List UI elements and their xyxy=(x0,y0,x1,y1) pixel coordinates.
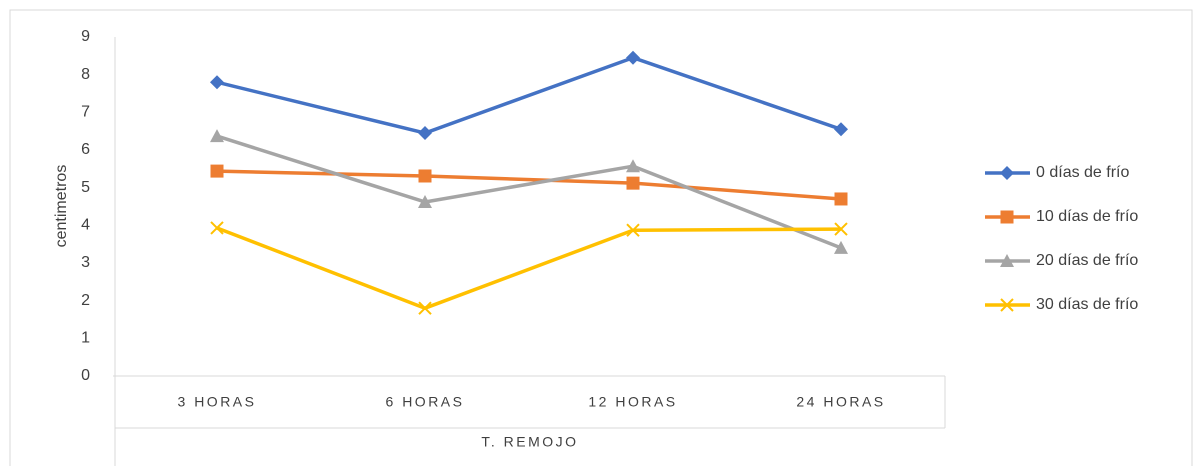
x-tick-label: 6 HORAS xyxy=(386,394,465,410)
data-point xyxy=(210,75,224,90)
legend-marker xyxy=(1000,210,1014,224)
y-tick-label: 5 xyxy=(81,179,90,196)
x-tick-label: 3 HORAS xyxy=(178,394,257,410)
chart-border xyxy=(9,9,1193,466)
y-tick-label: 3 xyxy=(81,254,90,271)
legend-marker xyxy=(1000,254,1014,267)
series-line xyxy=(216,226,842,310)
legend-marker xyxy=(1000,298,1014,312)
y-tick-label: 6 xyxy=(81,141,90,158)
x-axis-title: T. REMOJO xyxy=(481,434,578,450)
data-point xyxy=(834,222,848,236)
data-point xyxy=(210,221,224,235)
data-point xyxy=(626,223,640,237)
series-line xyxy=(216,55,842,135)
data-point xyxy=(418,301,432,315)
legend-label: 10 días de frío xyxy=(1036,208,1138,225)
legend-label: 20 días de frío xyxy=(1036,252,1138,269)
legend-label: 30 días de frío xyxy=(1036,296,1138,313)
y-tick-label: 0 xyxy=(81,367,90,384)
data-point xyxy=(626,159,640,173)
data-point xyxy=(834,192,848,206)
y-tick-label: 7 xyxy=(81,104,90,121)
y-tick-label: 2 xyxy=(81,292,90,309)
y-tick-label: 8 xyxy=(81,66,90,83)
data-point xyxy=(834,240,848,254)
data-point xyxy=(626,50,640,65)
data-point xyxy=(210,129,224,143)
x-tick-label: 24 HORAS xyxy=(796,394,885,410)
data-point xyxy=(418,169,432,183)
legend-marker xyxy=(1000,166,1014,180)
data-point xyxy=(626,176,640,190)
legend-label: 0 días de frío xyxy=(1036,164,1129,181)
y-tick-label: 1 xyxy=(81,330,90,347)
y-tick-label: 9 xyxy=(81,28,90,45)
series-line xyxy=(216,134,842,250)
data-point xyxy=(834,122,848,137)
data-point xyxy=(418,194,432,208)
data-point xyxy=(418,126,432,141)
x-tick-label: 12 HORAS xyxy=(588,394,677,410)
data-point xyxy=(210,164,224,178)
y-axis-title: centimetros xyxy=(53,165,70,248)
series-line xyxy=(216,169,842,201)
y-tick-label: 4 xyxy=(81,217,90,234)
